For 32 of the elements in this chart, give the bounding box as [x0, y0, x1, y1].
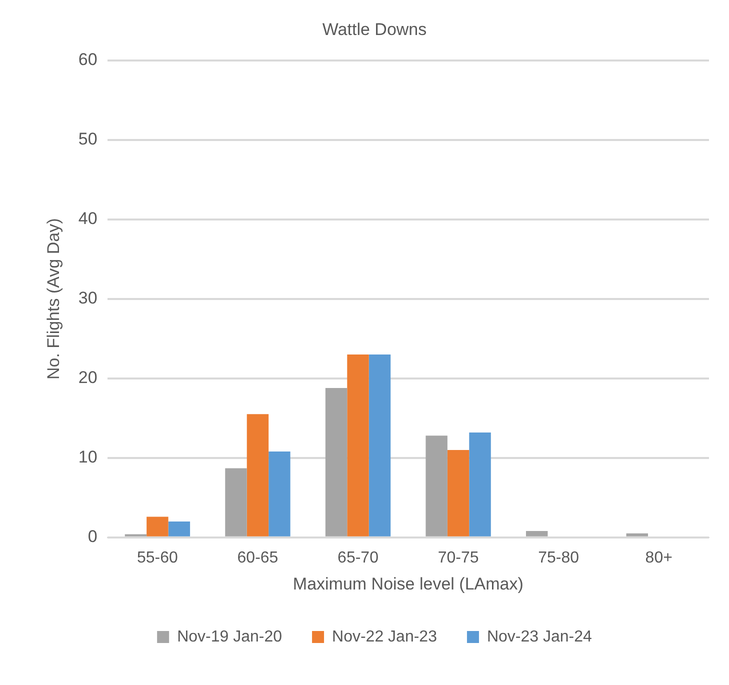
x-tick-label: 60-65: [237, 549, 278, 566]
bar: [426, 436, 448, 536]
y-axis-title: No. Flights (Avg Day): [44, 218, 63, 380]
bar: [325, 388, 348, 536]
x-tick-label: 70-75: [438, 549, 479, 566]
bar: [246, 414, 269, 536]
bar: [368, 354, 391, 536]
legend-label: Nov-23 Jan-24: [486, 628, 592, 646]
y-tick-label: 60: [78, 50, 98, 70]
bar: [447, 450, 470, 536]
x-tick-label: 80+: [645, 549, 672, 566]
bar: [268, 452, 290, 536]
bar: [168, 522, 190, 536]
bar: [626, 533, 648, 536]
x-tick-label: 65-70: [338, 549, 379, 566]
legend-label: Nov-22 Jan-23: [332, 628, 438, 646]
bar: [225, 468, 247, 536]
x-tick-label: 55-60: [136, 549, 178, 566]
y-tick-label: 20: [78, 368, 98, 388]
bar: [469, 432, 491, 536]
x-tick-label: 75-80: [538, 549, 580, 566]
chart-title: Wattle Downs: [322, 20, 427, 39]
bar: [347, 354, 369, 536]
legend-label: Nov-19 Jan-20: [177, 628, 282, 646]
y-tick-label: 0: [88, 527, 98, 546]
bar: [146, 516, 168, 536]
y-tick-label: 40: [78, 209, 98, 228]
y-tick-label: 30: [78, 288, 98, 308]
x-axis-title: Maximum Noise level (LAmax): [292, 574, 524, 594]
bar: [526, 531, 548, 536]
y-tick-label: 10: [78, 448, 98, 467]
y-tick-label: 50: [78, 130, 98, 149]
